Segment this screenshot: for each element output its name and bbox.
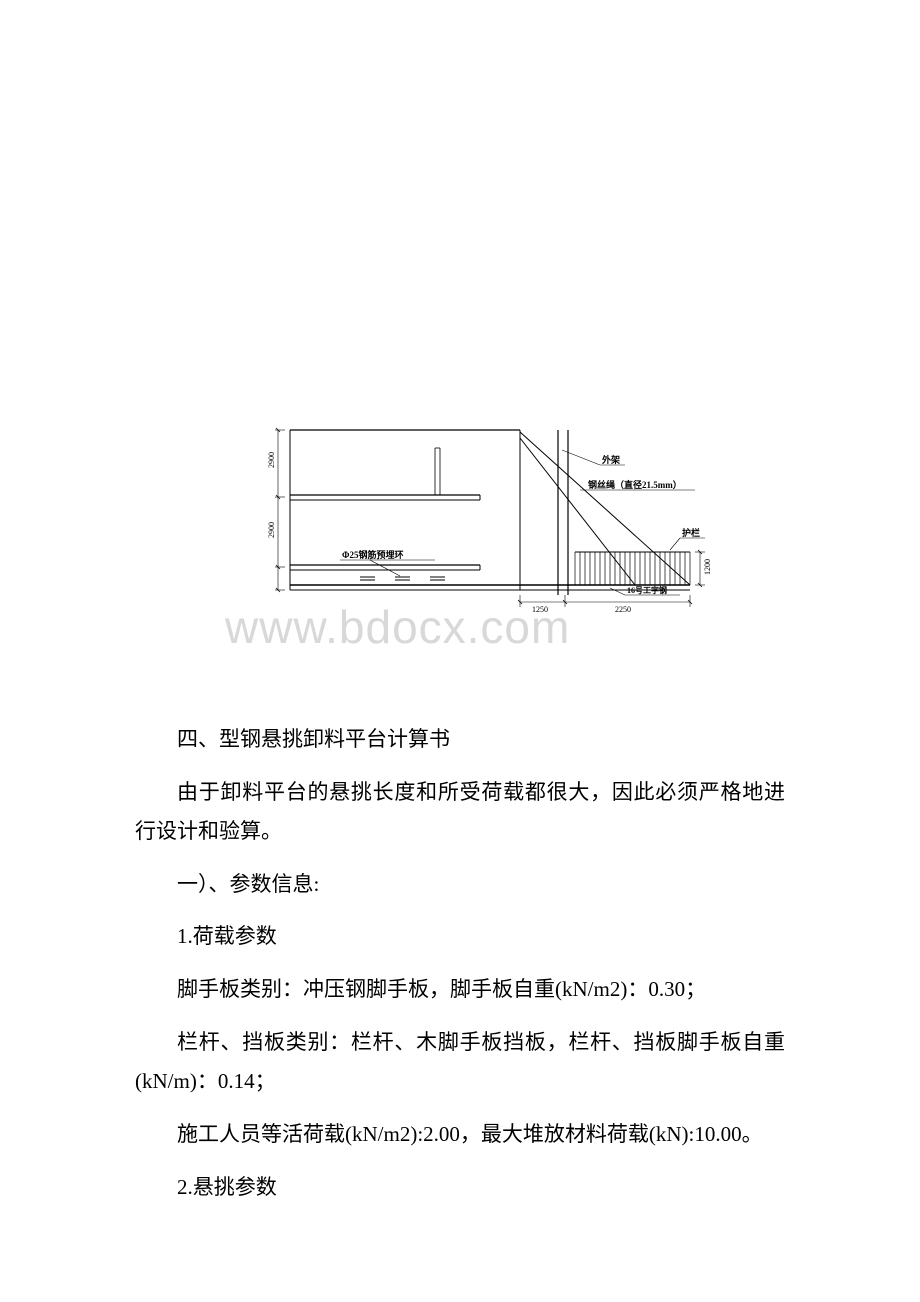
document-content: 四、型钢悬挑卸料平台计算书 由于卸料平台的悬挑长度和所受荷载都很大，因此必须严格… xyxy=(135,720,785,1220)
section-title: 四、型钢悬挑卸料平台计算书 xyxy=(135,720,785,759)
guardrail-hatching xyxy=(575,552,690,585)
dim-height-lower: 2900 xyxy=(267,522,276,538)
engineering-diagram: 2900 2900 1200 1250 2250 外架 钢丝绳（直径21.5mm… xyxy=(240,420,720,620)
label-wire-rope: 钢丝绳（直径21.5mm） xyxy=(588,479,682,490)
label-rebar-ring: Φ25钢筋预埋环 xyxy=(342,549,403,560)
label-i-beam: 16号工字钢 xyxy=(627,585,667,595)
param1-title: 1.荷载参数 xyxy=(135,917,785,956)
intro-paragraph: 由于卸料平台的悬挑长度和所受荷载都很大，因此必须严格地进行设计和验算。 xyxy=(135,773,785,851)
dim-height-upper: 2900 xyxy=(267,452,276,468)
label-guardrail: 护栏 xyxy=(682,527,700,538)
watermark-text: www.bdocx.com xyxy=(225,600,570,654)
dim-span-outer: 2250 xyxy=(615,605,631,614)
subsection-1-title: 一）、参数信息: xyxy=(135,865,785,904)
param2-title: 2.悬挑参数 xyxy=(135,1168,785,1207)
param1-line3: 施工人员等活荷载(kN/m2):2.00，最大堆放材料荷载(kN):10.00。 xyxy=(135,1115,785,1154)
dim-guardrail-height: 1200 xyxy=(703,559,712,575)
label-outer-frame: 外架 xyxy=(601,454,620,465)
param1-line2: 栏杆、挡板类别：栏杆、木脚手板挡板，栏杆、挡板脚手板自重(kN/m)：0.14； xyxy=(135,1023,785,1101)
param1-line1: 脚手板类别：冲压钢脚手板，脚手板自重(kN/m2)：0.30； xyxy=(135,970,785,1009)
